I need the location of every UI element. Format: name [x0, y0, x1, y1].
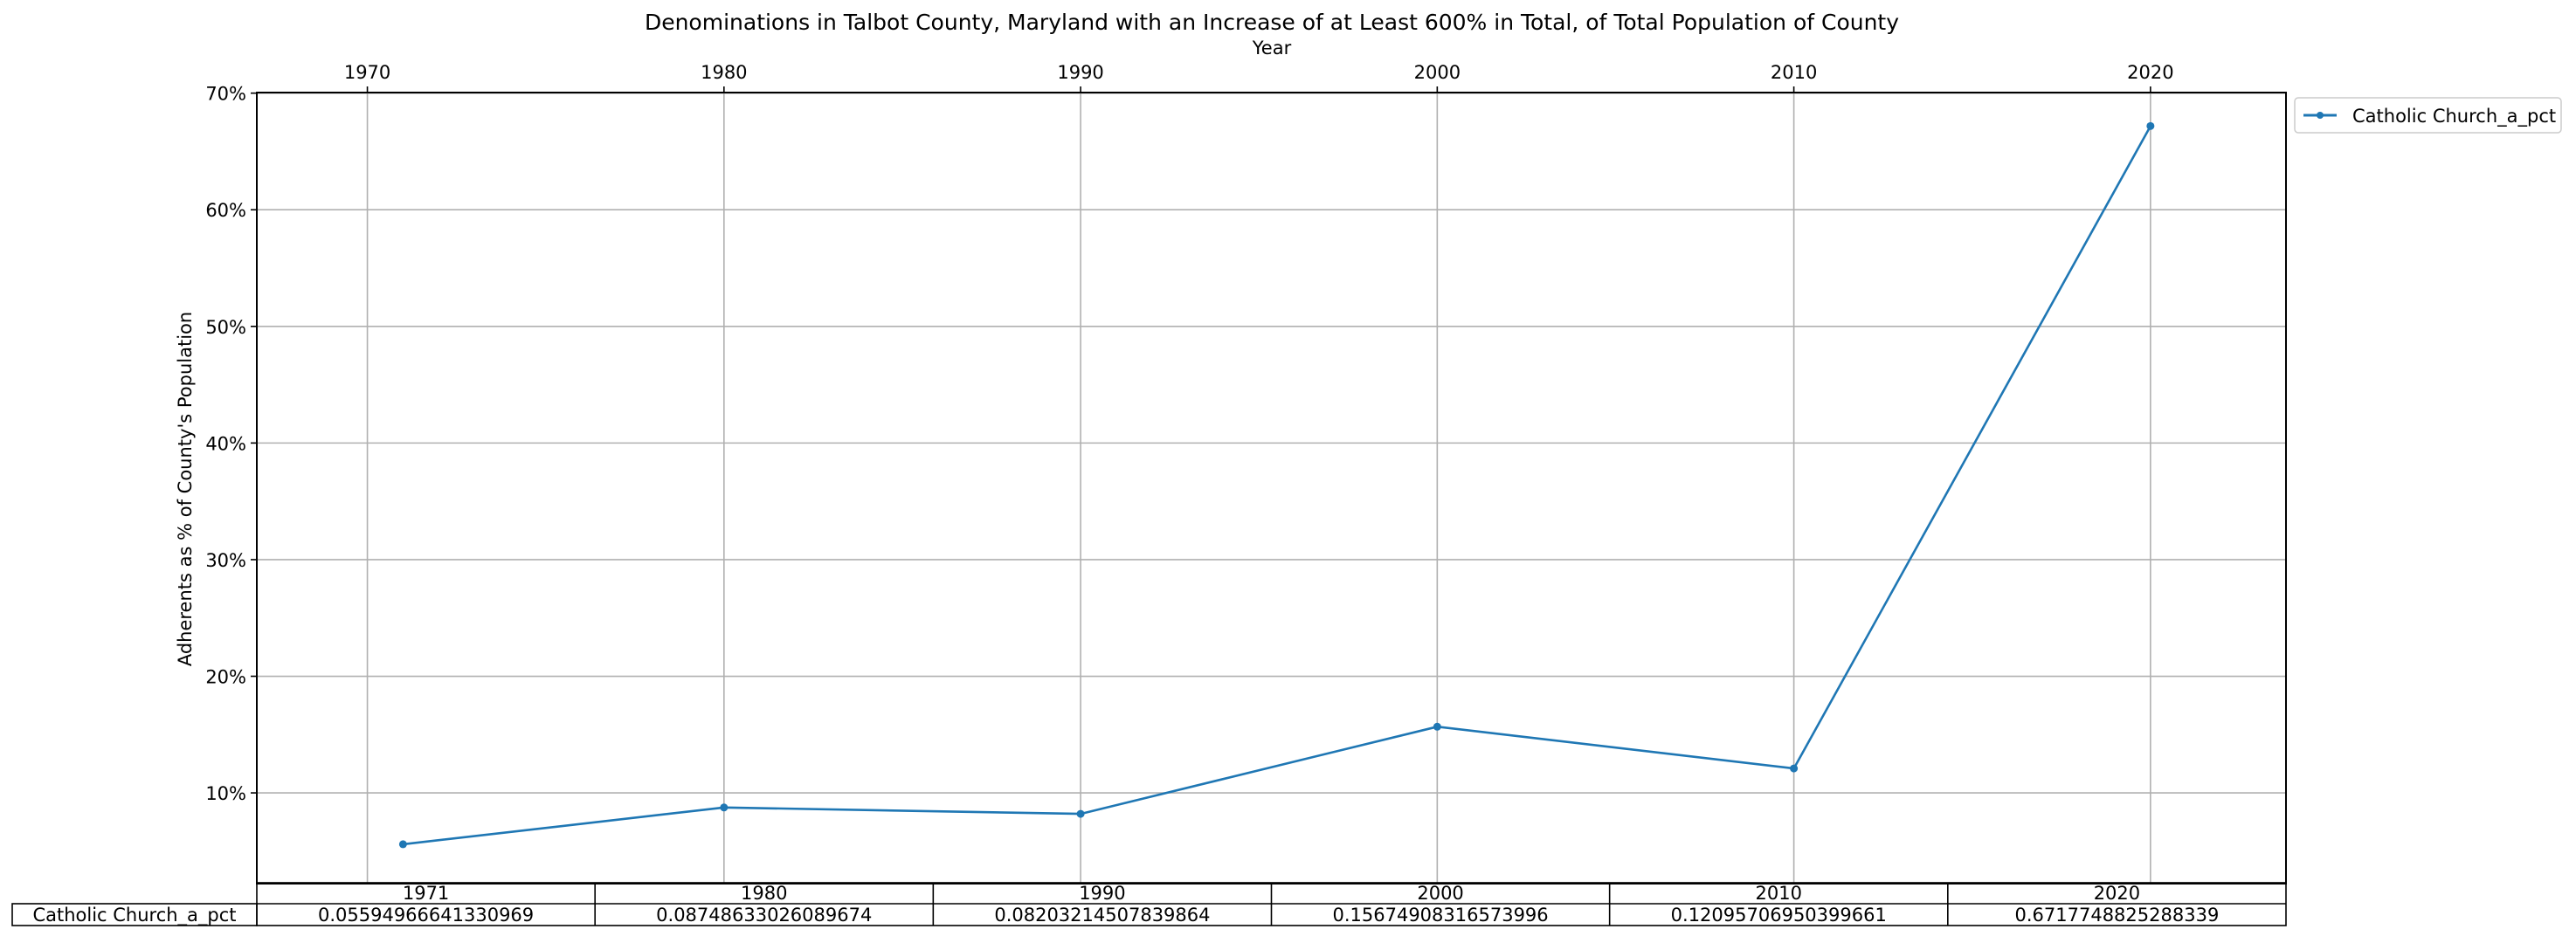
legend: Catholic Church_a_pct [2294, 97, 2562, 134]
legend-frame [2294, 97, 2562, 134]
y-tick-label: 10% [205, 783, 246, 804]
table-col-header: 2000 [1417, 883, 1463, 904]
series-line-catholic-church [403, 125, 2152, 846]
data-point [1433, 722, 1441, 731]
x-tick-label: 2000 [1414, 62, 1461, 83]
table-col-header: 2010 [1756, 883, 1802, 904]
table-cell: 0.6717748825288339 [2015, 905, 2220, 926]
y-tick-label: 50% [205, 317, 246, 338]
x-tick-label: 2020 [2127, 62, 2173, 83]
table-col-header: 1971 [403, 883, 449, 904]
x-ticks: 1970 1980 1990 2000 2010 2020 [344, 62, 2174, 93]
legend-marker [2317, 112, 2324, 119]
data-point [398, 840, 407, 849]
y-axis-label: Adherents as % of County's Population [175, 312, 196, 666]
table-row-label-cell [11, 903, 258, 926]
data-point [2146, 121, 2155, 130]
x-tick-label: 1990 [1057, 62, 1103, 83]
plot-frame [256, 92, 2287, 884]
table-col-header: 1990 [1079, 883, 1125, 904]
table-col-header: 2020 [2094, 883, 2140, 904]
x-axis-label: Year [1252, 38, 1292, 59]
y-tick-label: 60% [205, 200, 246, 221]
data-point [1790, 764, 1799, 773]
series-layer [398, 121, 2155, 849]
table-cell: 0.08203214507839864 [994, 905, 1210, 926]
table-cell: 0.08748633026089674 [656, 905, 872, 926]
x-tick-label: 1970 [344, 62, 390, 83]
table-cell: 0.05594966641330969 [318, 905, 534, 926]
chart-title: Denominations in Talbot County, Maryland… [645, 10, 1899, 35]
data-table: 1971 1980 1990 2000 2010 2020 Catholic Church_… [11, 882, 2287, 926]
y-tick-label: 30% [205, 550, 246, 571]
y-ticks: 10% 20% 30% 40% 50% 60% 70% [205, 84, 257, 804]
grid [257, 92, 2286, 884]
data-point [720, 803, 729, 812]
table-row-label: Catholic Church_a_pct [32, 905, 236, 926]
x-tick-label: 2010 [1771, 62, 1817, 83]
data-point [1076, 809, 1085, 818]
legend-entry-catholic-church: Catholic Church_a_pct [2352, 106, 2556, 127]
y-tick-label: 20% [205, 667, 246, 688]
table-col-header: 1980 [741, 883, 787, 904]
x-tick-label: 1980 [701, 62, 747, 83]
table-cell: 0.12095706950399661 [1671, 905, 1887, 926]
y-tick-label: 40% [205, 433, 246, 454]
table-cell: 0.15674908316573996 [1332, 905, 1548, 926]
y-tick-label: 70% [205, 84, 246, 105]
